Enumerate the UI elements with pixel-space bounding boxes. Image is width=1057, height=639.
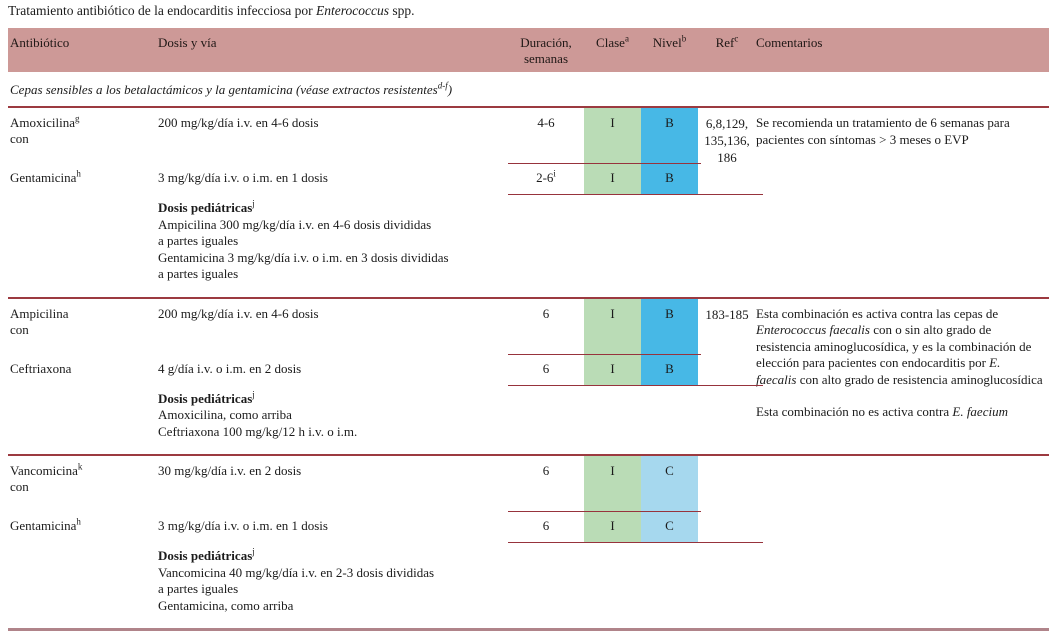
duration-footnote-sup: i (553, 168, 556, 179)
col-header-duracion: Duración, semanas (520, 35, 572, 66)
species-italic: E. faecalis (756, 355, 1001, 387)
nivel-footnote-sup: b (681, 33, 687, 44)
ref-footnote-sup: c (734, 33, 739, 44)
clase-color-cell (584, 108, 641, 194)
row-divider-line (508, 194, 763, 195)
pediatric-lines: Vancomicina 40 mg/kg/día i.v. en 2-3 dos… (158, 564, 435, 613)
pediatric-doses: Dosis pediátricasj Amoxicilina, como arri… (158, 385, 508, 455)
treatment-block-amoxicilina-gentamicina: Amoxicilinag con 200 mg/kg/día i.v. en 4-… (8, 106, 1049, 297)
duration-value: 6 (542, 305, 550, 321)
pediatric-heading: Dosis pediátricas (158, 548, 253, 563)
duration-value: 6 (542, 360, 550, 376)
col-header-antibiotico: Antibiótico (10, 35, 70, 50)
comment-paragraph: Se recomienda un tratamiento de 6 semana… (756, 115, 1010, 147)
row-divider-line (508, 163, 701, 164)
dose-value: 4 g/día i.v. o i.m. en 2 dosis (158, 360, 302, 376)
drug-name: Gentamicinah (10, 516, 81, 533)
col-header-dosis: Dosis y vía (158, 35, 217, 50)
clase-value: I (610, 463, 615, 478)
conjunction: con (10, 131, 29, 146)
nivel-value: C (665, 463, 674, 478)
title-text-before: Tratamiento antibiótico de la endocardit… (8, 3, 317, 18)
clase-value: I (610, 360, 615, 376)
row-divider-line (508, 511, 701, 512)
pediatric-lines: Amoxicilina, como arriba Ceftriaxona 100… (158, 407, 358, 439)
conjunction: con (10, 321, 29, 337)
col-header-clase: Clasea (596, 33, 629, 50)
nivel-value: C (665, 518, 674, 533)
nivel-value: B (665, 360, 674, 376)
clase-value: I (610, 115, 615, 130)
clase-value: I (610, 305, 615, 321)
drug-name: Ceftriaxona (10, 360, 72, 376)
clase-color-cell (584, 456, 641, 542)
comment-paragraph: Esta combinación es activa contra las ce… (756, 305, 1043, 387)
duration-value: 2-6i (536, 168, 556, 185)
clase-value: I (610, 518, 615, 533)
pediatric-heading: Dosis pediátricas (158, 390, 253, 406)
nivel-color-cell (641, 108, 698, 194)
table-title: Tratamiento antibiótico de la endocardit… (8, 3, 1049, 19)
reference-numbers: 183-185 (705, 306, 749, 322)
drug-footnote-sup: h (76, 516, 81, 527)
conjunction: con (10, 479, 29, 494)
col-header-ref: Refc (715, 33, 739, 50)
dose-value: 3 mg/kg/día i.v. o i.m. en 1 dosis (158, 518, 328, 533)
nivel-color-cell (641, 298, 698, 385)
drug-footnote-sup: k (77, 461, 83, 472)
dose-value: 30 mg/kg/día i.v. en 2 dosis (158, 463, 302, 478)
table-bottom-rule (8, 628, 1049, 631)
drug-name: Ampicilina con (10, 305, 69, 337)
row-divider-line (508, 353, 701, 355)
drug-name: Amoxicilinag con (10, 113, 80, 146)
duration-value: 6 (542, 463, 550, 478)
title-text-after: spp. (389, 3, 415, 18)
dose-value: 200 mg/kg/día i.v. en 4-6 dosis (158, 115, 319, 130)
dose-value: 200 mg/kg/día i.v. en 4-6 dosis (158, 305, 319, 321)
pediatric-footnote-sup: j (252, 546, 255, 557)
clase-value: I (610, 170, 615, 185)
pediatric-footnote-sup: j (252, 198, 255, 209)
title-italic-genus: Enterococcus (316, 3, 390, 18)
row-divider-line (508, 542, 763, 543)
reference-numbers (698, 456, 756, 542)
section-footnote-sup: d-f (437, 80, 448, 91)
drug-name: Vancomicinak con (10, 461, 83, 494)
duration-value: 4-6 (537, 115, 555, 130)
drug-footnote-sup: h (76, 168, 81, 179)
treatment-block-vancomicina-gentamicina: Vancomicinak con 30 mg/kg/día i.v. en 2 d… (8, 454, 1049, 628)
dose-value: 3 mg/kg/día i.v. o i.m. en 1 dosis (158, 170, 328, 185)
clase-color-cell (584, 298, 641, 385)
drug-footnote-sup: g (75, 113, 80, 124)
duration-value: 6 (542, 518, 550, 533)
clase-footnote-sup: a (624, 33, 629, 44)
pediatric-doses: Dosis pediátricasj Vancomicina 40 mg/kg/d… (158, 542, 508, 628)
species-italic: E. faecium (952, 404, 1008, 419)
treatment-block-ampicilina-ceftriaxona: Ampicilina con 200 mg/kg/día i.v. en 4-6 … (8, 296, 1049, 455)
nivel-value: B (665, 115, 674, 130)
pediatric-footnote-sup: j (252, 389, 255, 400)
comments-cell: Se recomienda un tratamiento de 6 semana… (756, 108, 1049, 297)
nivel-value: B (665, 170, 674, 185)
drug-name: Gentamicinah (10, 168, 81, 185)
pediatric-doses: Dosis pediátricasj Ampicilina 300 mg/kg/d… (158, 194, 508, 297)
section-header-sensitive-strains: Cepas sensibles a los betalactámicos y l… (10, 80, 453, 97)
reference-numbers: 6,8,129, 135,136, 186 (704, 116, 750, 165)
nivel-value: B (665, 305, 674, 321)
nivel-color-cell (641, 456, 698, 542)
pediatric-heading: Dosis pediátricas (158, 200, 253, 215)
comments-cell: Esta combinación es activa contra las ce… (756, 299, 1049, 455)
col-header-comentarios: Comentarios (756, 35, 823, 50)
pediatric-lines: Ampicilina 300 mg/kg/día i.v. en 4-6 dos… (158, 216, 449, 282)
table-header-row: Antibiótico Dosis y vía Duración, semana… (8, 28, 1049, 72)
species-italic: Enterococcus faecalis (756, 322, 870, 337)
row-divider-line (508, 384, 763, 386)
comment-paragraph: Esta combinación no es activa contra E. … (756, 404, 1008, 419)
col-header-nivel: Nivelb (652, 33, 687, 50)
